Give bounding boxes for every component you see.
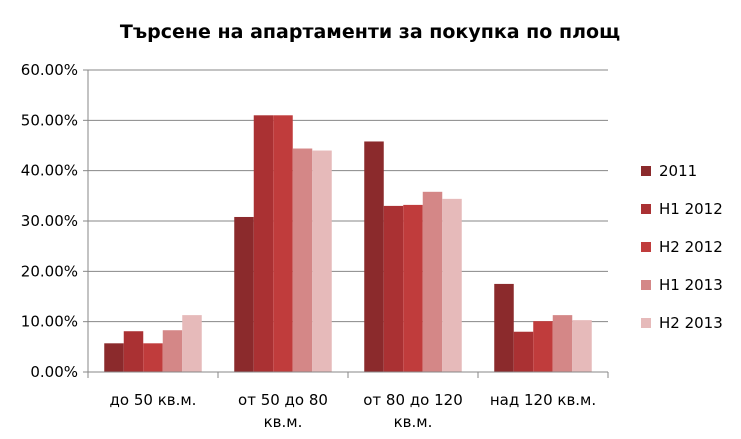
x-category-label: от 50 до 80	[238, 391, 328, 409]
x-category-label: до 50 кв.м.	[110, 391, 197, 409]
legend-label: H1 2013	[659, 276, 723, 294]
legend-label: H1 2012	[659, 200, 723, 218]
gridlines	[88, 69, 608, 373]
legend-swatch	[641, 318, 651, 328]
y-tick-label: 40.00%	[21, 162, 78, 180]
legend-label: 2011	[659, 162, 697, 180]
bar	[422, 191, 443, 372]
bar	[253, 115, 274, 373]
x-axis: до 50 кв.м. от 50 до 80 кв.м. от 80 до 120 к…	[87, 371, 609, 431]
y-tick-label: 50.00%	[21, 111, 78, 129]
bar	[312, 150, 332, 372]
x-category-label: от 80 до 120	[363, 391, 463, 409]
legend-swatch	[641, 166, 651, 176]
bar	[273, 115, 293, 373]
bar	[403, 204, 423, 372]
bars	[104, 115, 592, 373]
bar	[572, 320, 592, 372]
bar	[494, 283, 514, 372]
legend-swatch	[641, 204, 651, 214]
bar	[442, 198, 462, 372]
y-tick-label: 30.00%	[21, 212, 78, 230]
bar	[292, 148, 313, 372]
bar	[552, 315, 573, 372]
x-category-label: кв.м.	[264, 413, 303, 431]
y-tick-label: 20.00%	[21, 262, 78, 280]
legend-label: H2 2012	[659, 238, 723, 256]
legend-label: H2 2013	[659, 314, 723, 332]
chart-title: Търсене на апартаменти за покупка по пло…	[120, 21, 620, 43]
y-tick-label: 60.00%	[21, 61, 78, 79]
bar	[364, 141, 384, 372]
x-category-label: над 120 кв.м.	[490, 391, 596, 409]
bar	[182, 315, 202, 372]
y-axis: 0.00% 10.00% 20.00% 30.00% 40.00% 50.00% 60.00…	[21, 61, 89, 381]
legend-swatch	[641, 242, 651, 252]
bar	[104, 343, 124, 372]
y-tick-label: 10.00%	[21, 313, 78, 331]
legend-swatch	[641, 280, 651, 290]
bar	[123, 331, 144, 372]
bar	[533, 321, 553, 372]
x-category-label: кв.м.	[394, 413, 433, 431]
y-tick-label: 0.00%	[30, 363, 78, 381]
bar	[162, 330, 183, 372]
bar	[143, 343, 163, 372]
bar	[234, 216, 254, 372]
bar	[513, 331, 534, 372]
bar	[383, 205, 404, 372]
legend: 2011 H1 2012 H2 2012 H1 2013 H2 2013	[641, 162, 723, 332]
